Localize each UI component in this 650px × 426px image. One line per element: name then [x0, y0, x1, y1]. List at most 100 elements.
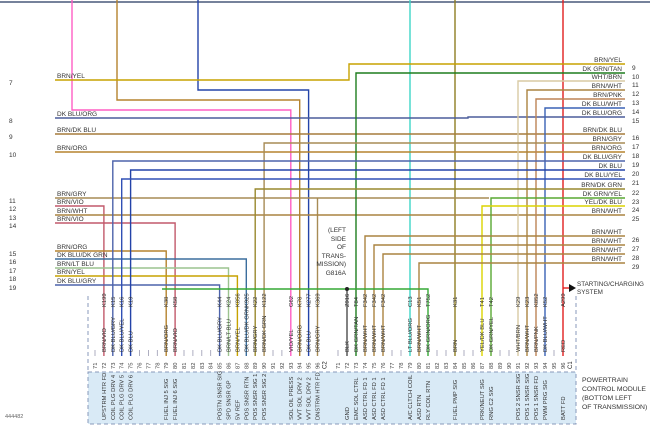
pin-number: 84 [453, 362, 459, 369]
pin-number: 90 [507, 363, 513, 369]
right-wire-number: 21 [632, 180, 640, 187]
starting-charging-system-note: STARTING/CHARGING SYSTEM [577, 281, 644, 296]
pin-circuit-code: K31 [453, 297, 459, 307]
right-wire-color-label: BRN/GRY [593, 136, 623, 143]
right-wire-color-label: DK BLU/WHT [582, 101, 622, 108]
ground-location-note: (LEFT SIDE OF TRANS- MISSION) G816A [316, 227, 346, 277]
right-wire-color-label: BRN/WHT [592, 256, 622, 263]
pin-function-label: PWM PRG SIG [543, 380, 549, 420]
pin-circuit-code: K15 [111, 297, 117, 307]
pin-function-label: COIL PLG DRV 4 [111, 374, 117, 420]
pin-wire-color-label: BRN/VIO [102, 328, 108, 352]
pin-function-label: SOL OIL PRESS [289, 376, 295, 420]
left-wire-color-label: BRN/ORG [57, 244, 87, 251]
wire-brn-wht [373, 244, 625, 356]
pin-wire-color-label: BRN/WHT [363, 324, 369, 352]
pin-circuit-code: K199 [102, 293, 108, 307]
wire-brn-pnk [535, 98, 625, 356]
left-wire-number: 15 [9, 251, 17, 258]
wire-vio-yel [71, 0, 292, 356]
right-wire-number: 25 [632, 216, 640, 223]
connector-label: C2 [323, 361, 329, 369]
wire-brn-vio [55, 205, 105, 356]
figure-id: 444482 [5, 414, 24, 420]
pin-number: 74 [120, 362, 126, 369]
pin-circuit-code: K19 [129, 297, 135, 307]
pin-number: 73 [354, 363, 360, 369]
pin-function-label: GND [345, 407, 351, 420]
right-wire-number: 9 [632, 65, 636, 72]
left-wire-color-label: DK BLU/ORG [57, 111, 97, 118]
pin-number: 77 [146, 363, 152, 369]
left-wire-color-label: BRN/GRY [57, 191, 87, 198]
wire-dk-blu-wht [544, 107, 625, 356]
wire-wht-brn [517, 80, 625, 356]
pin-number: 77 [390, 363, 396, 369]
left-wire-number: 18 [9, 276, 17, 283]
pin-circuit-code: K22 [253, 297, 259, 307]
left-wire-number: 16 [9, 259, 17, 266]
right-wire-number: 18 [632, 153, 640, 160]
right-wire-color-label: DK BLU/GRY [583, 154, 623, 161]
pin-function-label: POSTN SNSR SIG [218, 370, 224, 420]
left-wire-number: 13 [9, 215, 17, 222]
pin-wire-color-label: BRN/YEL [235, 326, 241, 352]
pin-circuit-code: K44 [218, 296, 224, 307]
right-wire-number: 14 [632, 109, 640, 116]
pin-number: 73 [111, 363, 117, 369]
pin-number: 79 [164, 363, 170, 369]
wire-brn-gry [263, 142, 625, 356]
pin-number: 95 [307, 363, 313, 369]
pin-number: 85 [218, 363, 224, 369]
pin-number: 96 [316, 363, 322, 369]
left-wire-color-label: BRN/YEL [57, 73, 85, 80]
pin-function-label: UPSTRM HTR FD [102, 373, 108, 420]
right-wire-color-label: WHT/BRN [592, 74, 623, 81]
pin-circuit-code: A299 [561, 293, 567, 307]
pin-number: 75 [372, 363, 378, 369]
left-wire-number: 17 [9, 268, 17, 275]
pin-function-label: PRK/NEUT SIG [480, 379, 486, 420]
pin-number: 85 [462, 363, 468, 369]
pin-circuit-code: T84 [354, 296, 360, 307]
wire-dk-grn-yel [490, 197, 625, 356]
pin-function-label: POS 2 SNSR SIG [516, 373, 522, 420]
right-wire-number: 13 [632, 100, 640, 107]
pin-number: 87 [235, 363, 241, 369]
pin-number: 86 [471, 363, 477, 369]
pin-number: 84 [209, 362, 215, 369]
pin-wire-color-label: BRN/WHT [381, 324, 387, 352]
pin-circuit-code: K925 [244, 293, 250, 307]
right-wire-color-label: BRN/WHT [592, 208, 622, 215]
left-wire-number: 11 [9, 198, 16, 205]
pin-function-label: POS SNSR RTN [244, 377, 250, 420]
right-wire-color-label: DK BLU [599, 163, 623, 170]
pin-number: 96 [561, 363, 567, 369]
wire-brn-wht [364, 235, 625, 356]
wire-brn-org [116, 0, 301, 356]
pin-circuit-code: K369 [316, 293, 322, 307]
pin-function-label: FUEL INJ 5 SIG [164, 378, 170, 420]
powertrain-control-module-note: POWERTRAIN CONTROL MODULE (BOTTOM LEFT O… [582, 377, 648, 411]
pin-wire-color-label: DK GRN/YEL [489, 316, 495, 352]
wire-brn-dk-grn [254, 188, 625, 356]
pin-circuit-code: K29 [516, 297, 522, 307]
connector-label: C1 [568, 361, 574, 369]
pin-circuit-code: K51 [417, 297, 423, 307]
pin-function-label: VVT SOL DRV 2 [307, 377, 313, 420]
left-wire-number: 12 [9, 206, 17, 213]
pin-wire-color-label: BRN/VIO [173, 328, 179, 352]
pin-function-label: ASD CTRL FD 1 [363, 377, 369, 420]
right-wire-number: 12 [632, 91, 640, 98]
pin-wire-color-label: BRN/GRY [316, 326, 322, 352]
pin-number: 76 [381, 363, 387, 369]
pin-wire-color-label: BRN/WHT [525, 324, 531, 352]
wire-brn-yel [55, 63, 625, 81]
left-wire-color-label: BRN/ORG [57, 145, 87, 152]
right-wire-number: 19 [632, 162, 640, 169]
pin-number: 91 [516, 363, 522, 369]
pin-number: 88 [244, 363, 250, 369]
pin-wire-color-label: BRN/PNK [534, 326, 540, 352]
pin-number: 72 [102, 363, 108, 369]
